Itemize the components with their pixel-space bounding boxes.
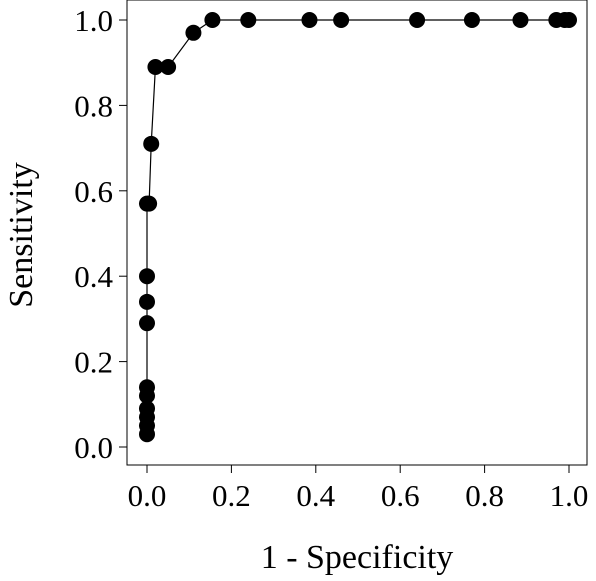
roc-point	[141, 195, 158, 212]
y-tick-label: 1.0	[74, 3, 113, 38]
x-tick-label: 1.0	[550, 478, 589, 513]
roc-point	[160, 58, 177, 75]
y-tick-label: 0.4	[74, 259, 113, 294]
roc-point	[139, 379, 155, 396]
y-tick-label: 0.0	[74, 430, 113, 465]
roc-point	[139, 400, 155, 417]
roc-curve-line	[146, 19, 569, 435]
y-tick-label: 0.8	[74, 88, 113, 123]
roc-point	[143, 135, 160, 152]
roc-point	[139, 315, 155, 332]
roc-point	[409, 12, 426, 28]
roc-point	[147, 58, 164, 75]
x-tick-label: 0.4	[296, 478, 335, 513]
roc-point	[333, 12, 350, 28]
roc-point	[240, 12, 257, 28]
x-axis-label: 1 - Specificity	[261, 539, 454, 576]
x-axis: 0.0 0.2 0.4 0.6 0.8 1.0	[128, 465, 589, 513]
x-tick-label: 0.0	[128, 478, 167, 513]
y-axis: 0.0 0.2 0.4 0.6 0.8 1.0	[74, 3, 127, 465]
roc-point	[301, 12, 318, 28]
roc-point	[561, 12, 577, 28]
roc-point	[139, 268, 155, 285]
y-axis-label: Sensitivity	[3, 162, 40, 307]
y-tick-label: 0.6	[74, 174, 113, 209]
x-tick-label: 0.2	[212, 478, 251, 513]
x-tick-label: 0.8	[465, 478, 504, 513]
roc-point	[204, 12, 221, 28]
roc-point	[512, 12, 529, 28]
plot-frame	[126, 0, 588, 466]
y-tick-label: 0.2	[74, 345, 113, 380]
x-tick-label: 0.6	[381, 478, 420, 513]
roc-point	[139, 293, 155, 310]
roc-point	[185, 24, 202, 41]
roc-points	[139, 12, 577, 443]
roc-point	[463, 12, 480, 28]
